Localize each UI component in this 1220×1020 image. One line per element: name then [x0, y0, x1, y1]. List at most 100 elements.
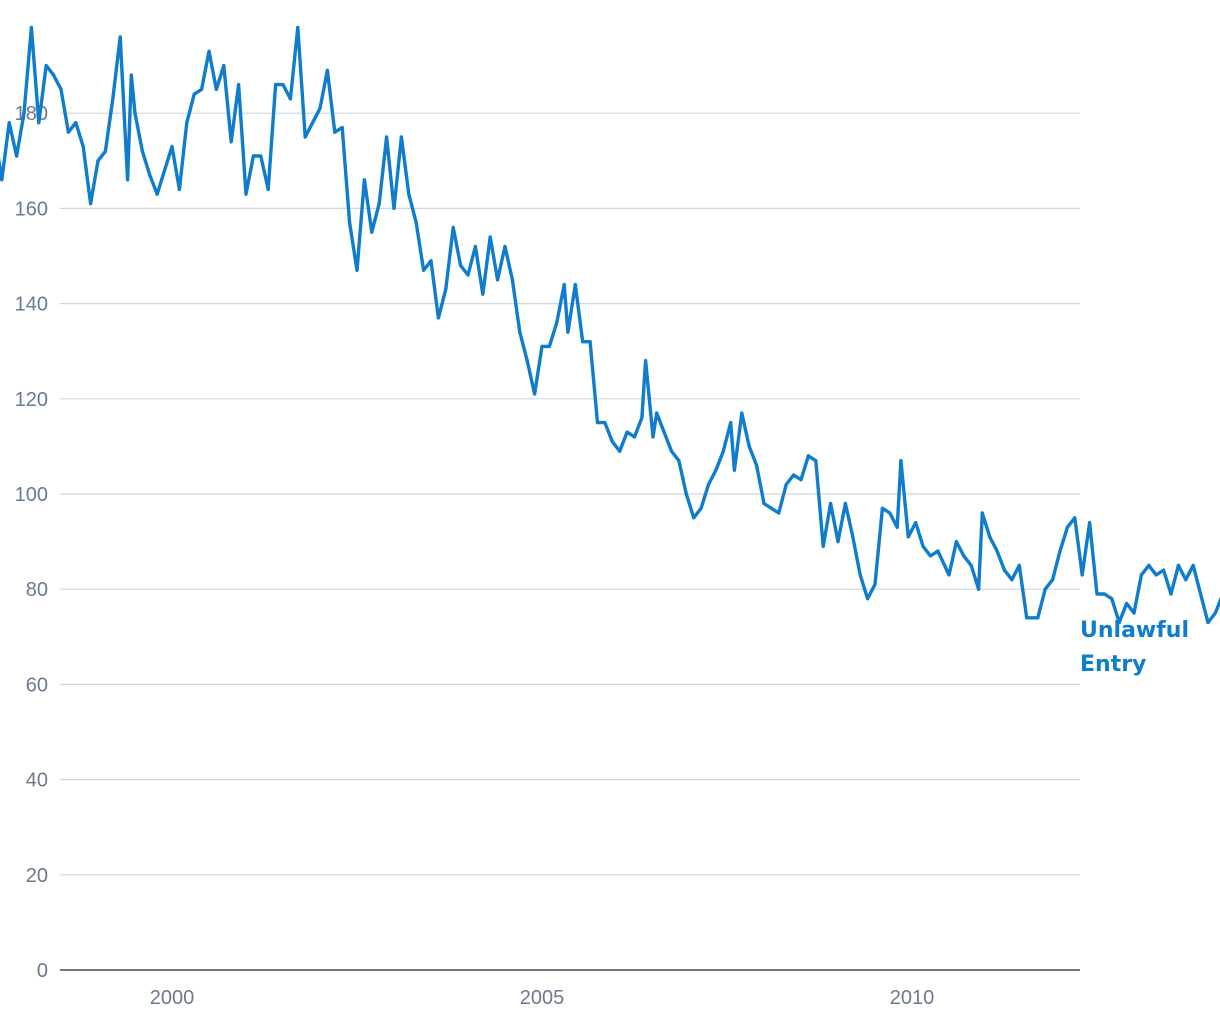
- data-point: [496, 278, 500, 282]
- data-point: [1025, 616, 1029, 620]
- data-point: [977, 587, 981, 591]
- data-point: [274, 83, 278, 87]
- data-point: [644, 359, 648, 363]
- series-label-line: Entry: [1080, 652, 1146, 677]
- data-point: [988, 535, 992, 539]
- series-group: [0, 25, 1220, 625]
- data-point: [355, 268, 359, 272]
- data-point: [170, 144, 174, 149]
- series-label-unlawful-entry: Unlawful Entry: [1080, 618, 1189, 677]
- data-point: [518, 330, 522, 334]
- data-point: [1088, 521, 1092, 525]
- data-point: [66, 130, 70, 134]
- data-point: [1095, 592, 1099, 596]
- data-point: [928, 554, 933, 558]
- data-point: [481, 292, 485, 296]
- data-point: [980, 511, 984, 515]
- data-point: [392, 206, 396, 210]
- data-point: [566, 330, 570, 334]
- data-point: [533, 392, 537, 396]
- data-point: [103, 149, 107, 153]
- data-point: [473, 244, 477, 249]
- data-point: [266, 187, 270, 191]
- data-point: [118, 35, 122, 39]
- data-point: [699, 506, 703, 510]
- data-point: [1102, 592, 1106, 596]
- data-point: [111, 97, 115, 101]
- data-point: [610, 440, 614, 444]
- data-point: [755, 463, 759, 467]
- data-point: [200, 87, 204, 91]
- data-point: [684, 492, 688, 496]
- gridlines: [60, 112, 1080, 876]
- data-point: [348, 221, 352, 225]
- data-point: [29, 25, 33, 30]
- data-point: [792, 473, 796, 477]
- data-point: [325, 68, 329, 72]
- data-point: [126, 178, 130, 182]
- data-point: [1154, 573, 1158, 577]
- data-point: [640, 416, 644, 420]
- data-point: [947, 573, 951, 577]
- data-point: [858, 573, 862, 577]
- data-point: [954, 540, 959, 544]
- data-point: [89, 202, 93, 206]
- data-point: [525, 359, 529, 363]
- data-point: [573, 283, 577, 287]
- data-point: [1213, 611, 1217, 615]
- data-point: [1017, 563, 1021, 568]
- data-point: [1132, 611, 1136, 615]
- data-point: [777, 511, 781, 515]
- data-point: [1139, 573, 1143, 577]
- data-point: [414, 221, 418, 225]
- data-point: [814, 459, 818, 463]
- data-point: [288, 97, 292, 101]
- data-point: [377, 202, 381, 206]
- data-point: [303, 135, 307, 139]
- data-point: [769, 506, 774, 510]
- data-point: [632, 435, 637, 439]
- data-point: [1176, 563, 1180, 568]
- data-point: [692, 516, 696, 520]
- y-tick-label: 160: [15, 198, 48, 220]
- data-point: [1206, 620, 1210, 625]
- y-tick-label: 140: [15, 294, 48, 316]
- data-point: [1191, 563, 1195, 568]
- data-point: [436, 316, 440, 320]
- data-point: [311, 121, 315, 125]
- data-point: [459, 263, 463, 268]
- data-point: [81, 144, 85, 149]
- y-tick-label: 120: [15, 389, 48, 411]
- data-point: [866, 597, 870, 601]
- data-point: [444, 287, 448, 291]
- data-point: [1058, 549, 1062, 553]
- data-point: [399, 135, 403, 139]
- data-point: [510, 278, 514, 282]
- y-axis-ticks: 0 20 40 60 80 100 120 140 160 180: [15, 103, 48, 982]
- data-point: [155, 192, 159, 196]
- data-point: [618, 449, 622, 453]
- data-point: [603, 421, 607, 425]
- data-point: [333, 130, 337, 134]
- data-point: [1051, 578, 1055, 582]
- data-point: [15, 154, 19, 158]
- y-tick-label: 180: [15, 103, 48, 125]
- data-point: [762, 501, 766, 506]
- data-point: [259, 154, 263, 158]
- data-point: [1010, 578, 1014, 582]
- data-point: [843, 501, 848, 506]
- data-point: [1117, 620, 1121, 625]
- data-point: [422, 268, 426, 272]
- data-point: [74, 121, 78, 125]
- data-point: [969, 563, 973, 568]
- data-point: [1169, 592, 1173, 596]
- data-point: [595, 421, 600, 425]
- y-tick-label: 80: [26, 579, 48, 601]
- data-point: [281, 83, 285, 87]
- data-point: [44, 64, 48, 68]
- data-point: [133, 111, 137, 115]
- data-point: [721, 449, 725, 453]
- data-point: [784, 482, 788, 487]
- data-point: [1110, 597, 1114, 601]
- data-point: [581, 340, 585, 344]
